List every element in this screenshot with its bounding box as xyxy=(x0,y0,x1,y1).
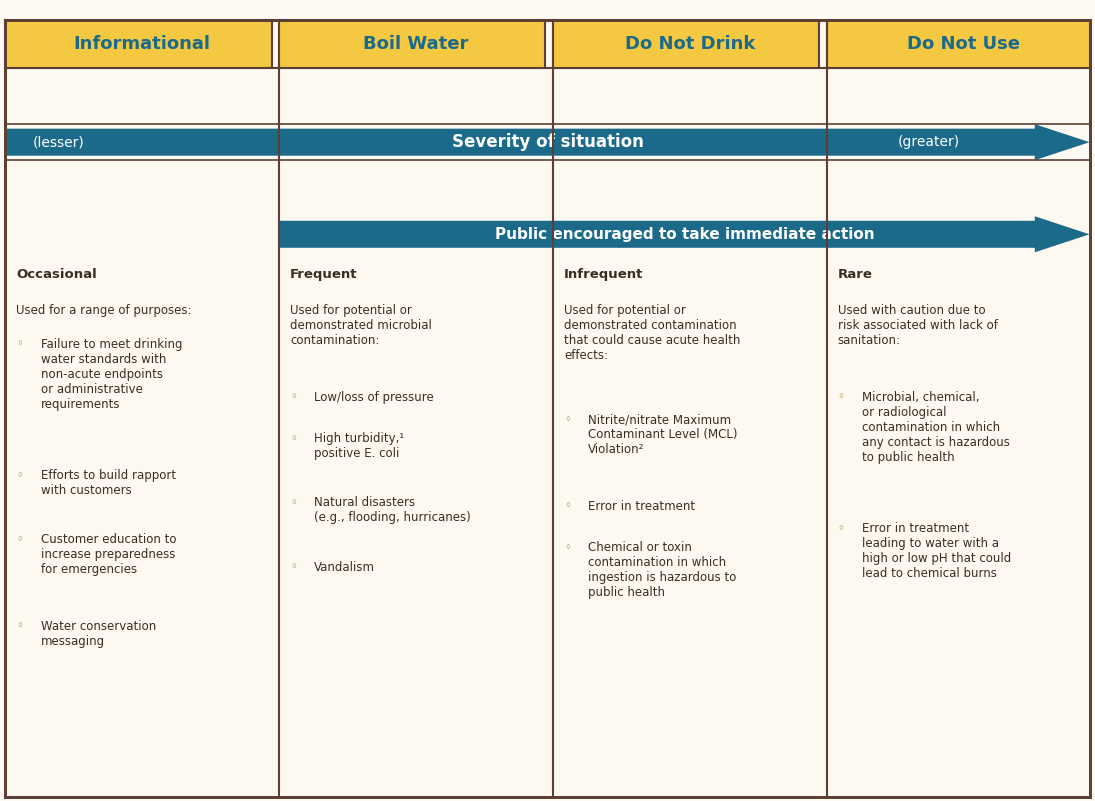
Text: Do Not Use: Do Not Use xyxy=(907,35,1021,53)
Bar xyxy=(279,160,548,797)
Bar xyxy=(5,160,274,797)
Text: ◦: ◦ xyxy=(290,561,297,574)
Text: (lesser): (lesser) xyxy=(33,135,84,149)
Text: Customer education to
increase preparedness
for emergencies: Customer education to increase preparedn… xyxy=(41,533,176,576)
Text: (greater): (greater) xyxy=(898,135,960,149)
Text: Efforts to build rapport
with customers: Efforts to build rapport with customers xyxy=(41,469,175,497)
Text: ◦: ◦ xyxy=(16,338,23,351)
Bar xyxy=(279,20,545,68)
Text: ◦: ◦ xyxy=(838,391,844,404)
Text: ◦: ◦ xyxy=(290,433,297,445)
Text: ◦: ◦ xyxy=(838,522,844,535)
Text: Low/loss of pressure: Low/loss of pressure xyxy=(314,391,434,404)
Text: ◦: ◦ xyxy=(564,413,570,426)
Text: ◦: ◦ xyxy=(16,533,23,546)
Bar xyxy=(553,160,821,797)
Bar xyxy=(827,20,1090,68)
Text: ◦: ◦ xyxy=(290,391,297,404)
Text: ◦: ◦ xyxy=(16,469,23,482)
Text: ◦: ◦ xyxy=(16,620,23,633)
Bar xyxy=(5,20,272,68)
Text: Vandalism: Vandalism xyxy=(314,561,376,574)
Text: Error in treatment
leading to water with a
high or low pH that could
lead to che: Error in treatment leading to water with… xyxy=(862,522,1011,580)
Text: Used for a range of purposes:: Used for a range of purposes: xyxy=(16,304,192,317)
Polygon shape xyxy=(5,124,1090,160)
Text: Used for potential or
demonstrated contamination
that could cause acute health
e: Used for potential or demonstrated conta… xyxy=(564,304,740,362)
Text: Public encouraged to take immediate action: Public encouraged to take immediate acti… xyxy=(495,227,874,242)
Bar xyxy=(827,160,1090,797)
Bar xyxy=(553,20,819,68)
Text: Occasional: Occasional xyxy=(16,268,97,281)
Text: Boil Water: Boil Water xyxy=(364,35,469,53)
Text: Water conservation
messaging: Water conservation messaging xyxy=(41,620,155,648)
Text: Chemical or toxin
contamination in which
ingestion is hazardous to
public health: Chemical or toxin contamination in which… xyxy=(588,541,737,599)
Text: Rare: Rare xyxy=(838,268,873,281)
Text: ◦: ◦ xyxy=(564,541,570,554)
Text: Microbial, chemical,
or radiological
contamination in which
any contact is hazar: Microbial, chemical, or radiological con… xyxy=(862,391,1010,464)
Bar xyxy=(554,68,821,124)
Bar xyxy=(5,68,274,124)
Text: Informational: Informational xyxy=(73,35,211,53)
Text: Failure to meet drinking
water standards with
non-acute endpoints
or administrat: Failure to meet drinking water standards… xyxy=(41,338,182,411)
Text: Used for potential or
demonstrated microbial
contamination:: Used for potential or demonstrated micro… xyxy=(290,304,433,347)
Text: Used with caution due to
risk associated with lack of
sanitation:: Used with caution due to risk associated… xyxy=(838,304,998,347)
Text: Severity of situation: Severity of situation xyxy=(451,133,644,151)
Text: ◦: ◦ xyxy=(290,497,297,509)
Bar xyxy=(828,68,1090,124)
Text: Natural disasters
(e.g., flooding, hurricanes): Natural disasters (e.g., flooding, hurri… xyxy=(314,497,471,525)
Text: High turbidity,¹
positive E. coli: High turbidity,¹ positive E. coli xyxy=(314,433,404,461)
Bar xyxy=(280,68,548,124)
Text: Nitrite/nitrate Maximum
Contaminant Level (MCL)
Violation²: Nitrite/nitrate Maximum Contaminant Leve… xyxy=(588,413,738,456)
Text: Do Not Drink: Do Not Drink xyxy=(624,35,756,53)
Polygon shape xyxy=(279,216,1090,252)
Text: Infrequent: Infrequent xyxy=(564,268,643,281)
Text: ◦: ◦ xyxy=(564,500,570,513)
Text: Frequent: Frequent xyxy=(290,268,358,281)
Text: Error in treatment: Error in treatment xyxy=(588,500,695,513)
